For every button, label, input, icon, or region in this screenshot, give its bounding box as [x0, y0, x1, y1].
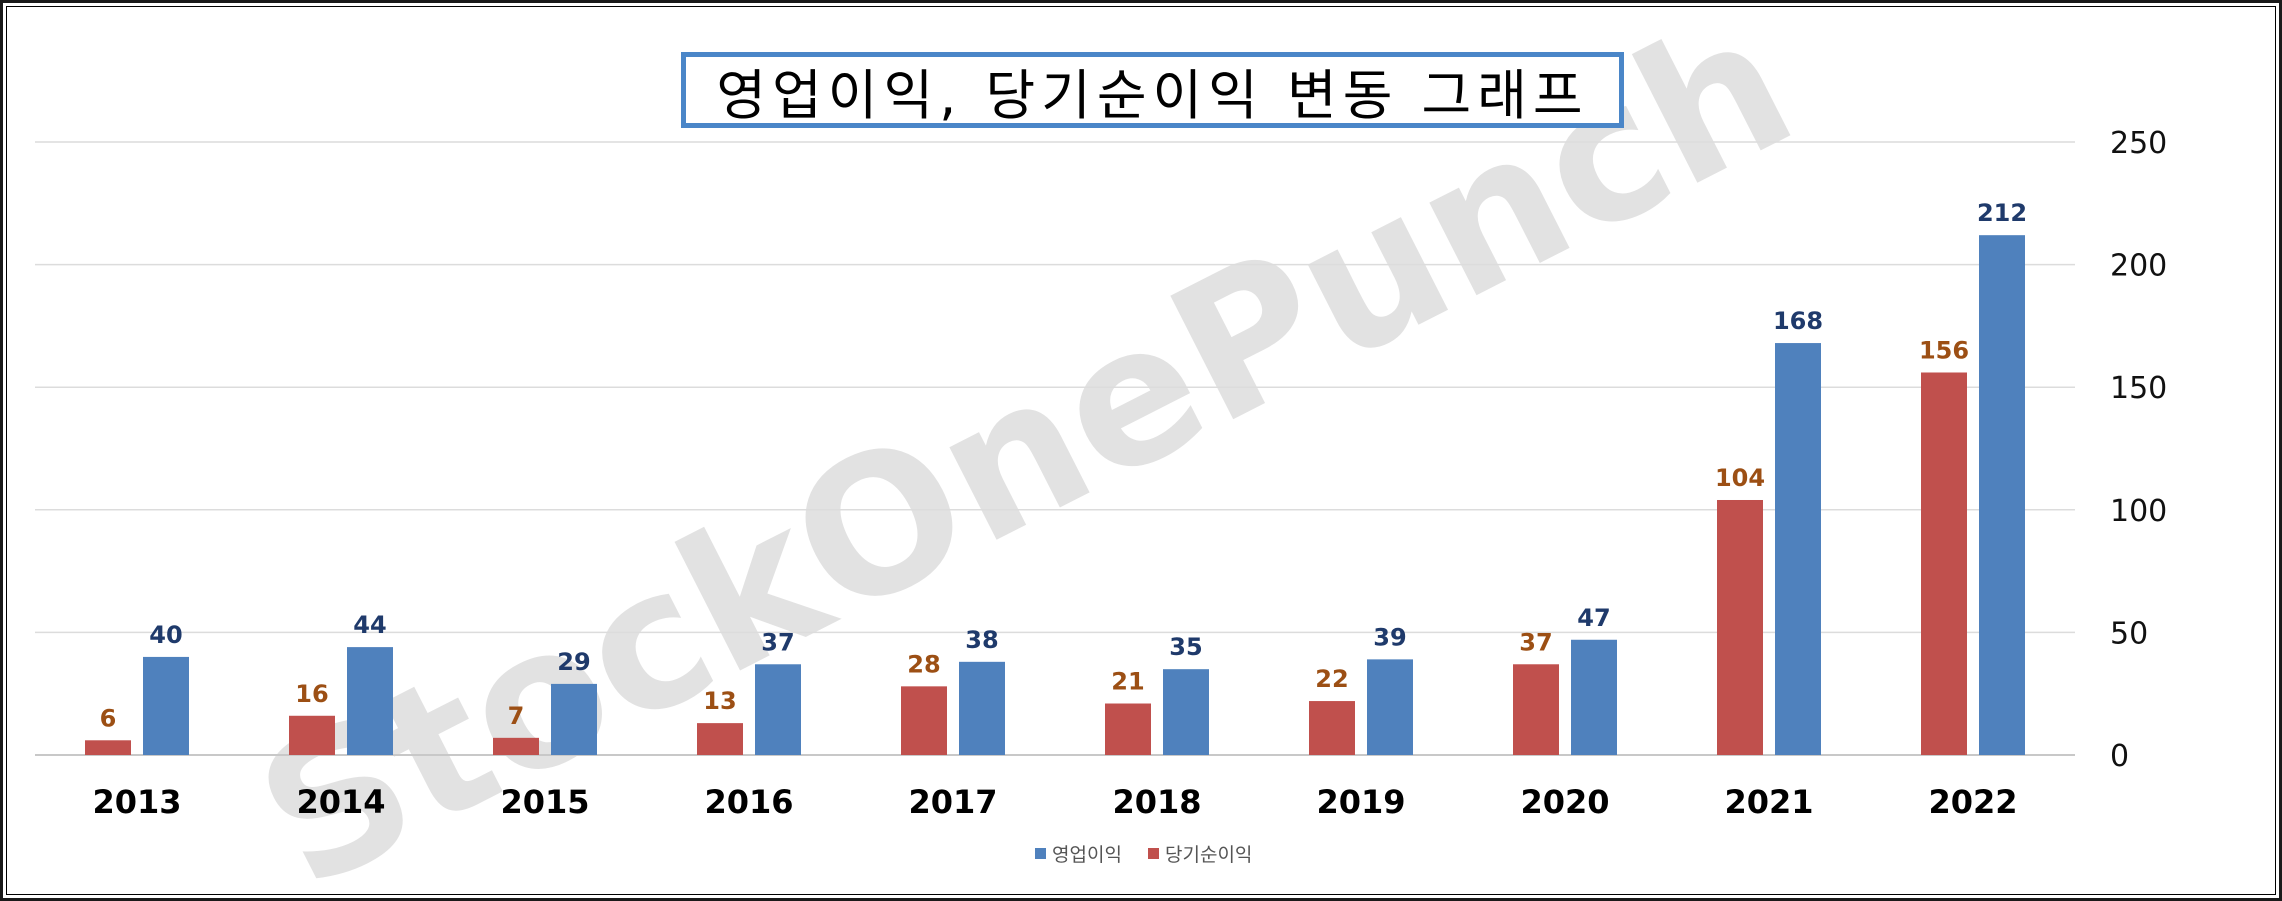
legend: 영업이익 당기순이익	[1035, 844, 1252, 866]
bar-net-income-2020	[1513, 664, 1559, 755]
data-label-net-income: 28	[907, 650, 940, 678]
y-tick-label: 50	[2110, 616, 2148, 651]
bar-net-income-2019	[1309, 701, 1355, 755]
y-tick-label: 0	[2110, 739, 2129, 774]
x-tick-label: 2016	[704, 783, 793, 821]
bar-operating-income-2014	[347, 647, 393, 755]
bar-operating-income-2016	[755, 664, 801, 755]
bar-operating-income-2017	[959, 661, 1005, 755]
bar-operating-income-2021	[1775, 343, 1821, 755]
x-tick-label: 2020	[1520, 783, 1609, 821]
data-label-net-income: 104	[1715, 464, 1765, 492]
data-labels: 6 40 16 44 7 29 13 37 28 38 21 35 22 39 37 47 104 168 156 2…	[100, 199, 2027, 732]
bar-net-income-2017	[901, 686, 947, 755]
legend-swatch	[1148, 848, 1159, 859]
bar-operating-income-2020	[1571, 639, 1617, 755]
bar-net-income-2015	[493, 737, 539, 755]
bar-operating-income-2022	[1979, 235, 2025, 755]
bars	[85, 235, 2025, 755]
data-label-net-income: 16	[295, 680, 328, 708]
data-label-operating-income: 35	[1169, 633, 1202, 661]
bar-operating-income-2019	[1367, 659, 1413, 755]
data-label-operating-income: 212	[1977, 199, 2027, 227]
chart-title-box: 영업이익, 당기순이익 변동 그래프	[681, 52, 1624, 128]
bar-operating-income-2018	[1163, 669, 1209, 755]
bar-net-income-2013	[85, 740, 131, 755]
x-tick-label: 2021	[1724, 783, 1813, 821]
data-label-operating-income: 47	[1577, 604, 1610, 632]
data-label-net-income: 22	[1315, 665, 1348, 693]
bar-operating-income-2015	[551, 683, 597, 755]
bar-operating-income-2013	[143, 656, 189, 755]
bar-net-income-2016	[697, 723, 743, 755]
data-label-net-income: 37	[1519, 628, 1552, 656]
chart-title: 영업이익, 당기순이익 변동 그래프	[716, 63, 1589, 127]
bar-net-income-2018	[1105, 703, 1151, 755]
data-label-net-income: 6	[100, 704, 117, 732]
bar-net-income-2021	[1717, 499, 1763, 755]
data-label-operating-income: 37	[761, 628, 794, 656]
data-label-net-income: 21	[1111, 668, 1144, 696]
watermark: StockOnePunch	[226, 0, 1824, 901]
x-tick-label: 2013	[92, 783, 181, 821]
data-label-net-income: 13	[703, 687, 736, 715]
data-label-net-income: 156	[1919, 336, 1969, 364]
x-tick-label: 2018	[1112, 783, 1201, 821]
x-axis-category-labels: 2013 2014 2015 2016 2017 2018 2019 2020 2021 2022	[92, 783, 2017, 821]
y-axis-tick-labels: 0 50 100 150 200 250	[2110, 126, 2167, 774]
bar-net-income-2014	[289, 715, 335, 755]
legend-label: 영업이익	[1052, 844, 1122, 866]
data-label-operating-income: 29	[557, 648, 590, 676]
x-tick-label: 2022	[1928, 783, 2017, 821]
data-label-operating-income: 40	[149, 621, 182, 649]
legend-label: 당기순이익	[1165, 844, 1252, 866]
data-label-net-income: 7	[508, 702, 525, 730]
y-tick-label: 250	[2110, 126, 2167, 161]
data-label-operating-income: 39	[1373, 623, 1406, 651]
x-tick-label: 2015	[500, 783, 589, 821]
x-tick-label: 2019	[1316, 783, 1405, 821]
data-label-operating-income: 38	[965, 626, 998, 654]
data-label-operating-income: 168	[1773, 307, 1823, 335]
y-tick-label: 150	[2110, 371, 2167, 406]
x-tick-label: 2014	[296, 783, 385, 821]
watermark-text: StockOnePunch	[226, 0, 1824, 901]
data-label-operating-income: 44	[353, 611, 386, 639]
y-tick-label: 200	[2110, 249, 2167, 284]
legend-swatch	[1035, 848, 1046, 859]
bar-net-income-2022	[1921, 372, 1967, 755]
x-tick-label: 2017	[908, 783, 997, 821]
y-tick-label: 100	[2110, 494, 2167, 529]
